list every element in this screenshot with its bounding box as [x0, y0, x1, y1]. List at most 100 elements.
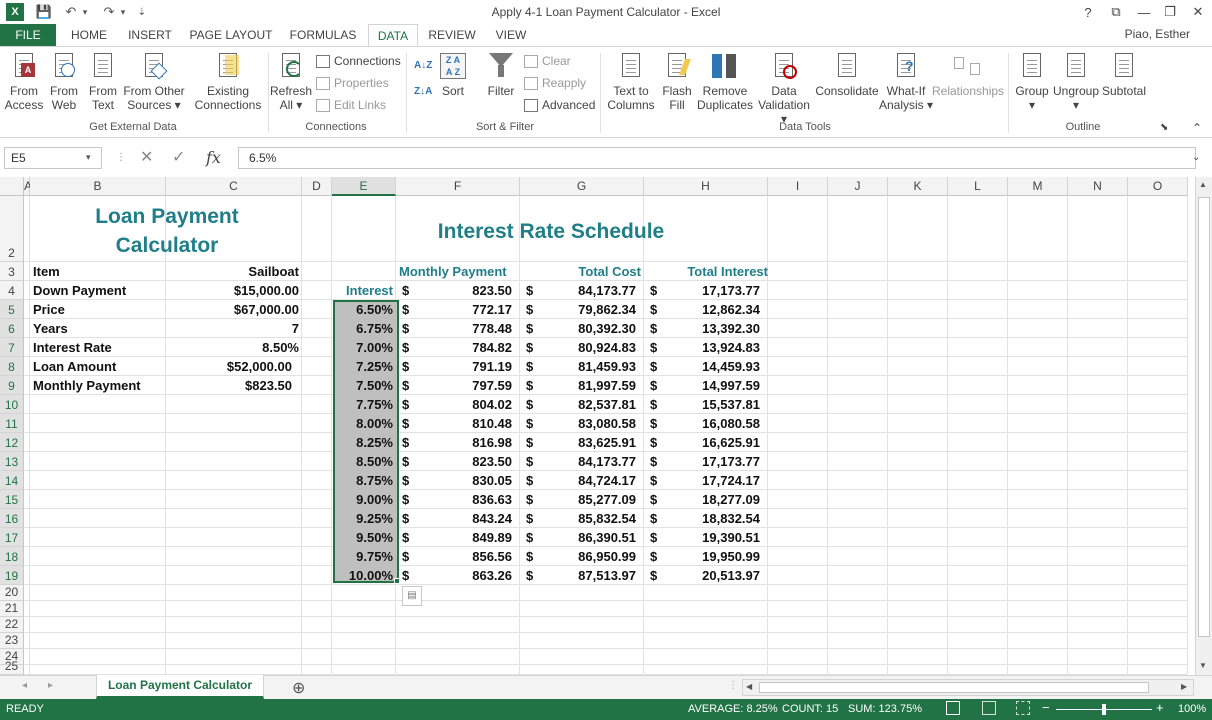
text-to-columns-button[interactable]: Text to Columns [604, 51, 658, 112]
monthly-payment-value[interactable]: 843.24 [472, 511, 512, 526]
total-interest-value[interactable]: 15,537.81 [702, 397, 760, 412]
advanced-filter-button[interactable]: Advanced [524, 96, 595, 114]
total-interest-value[interactable]: 18,277.09 [702, 492, 760, 507]
interest-rate-value[interactable]: 7.00% [356, 340, 393, 355]
zoom-slider-thumb[interactable] [1102, 704, 1106, 715]
undo-icon[interactable]: ↶ [65, 4, 77, 19]
row-header-21[interactable]: 21 [0, 601, 24, 617]
total-cost-value[interactable]: 84,173.77 [578, 283, 636, 298]
from-access-button[interactable]: A From Access [2, 51, 46, 112]
currency-symbol[interactable]: $ [650, 473, 658, 488]
total-cost-value[interactable]: 79,862.34 [578, 302, 636, 317]
column-header-j[interactable]: J [828, 177, 888, 196]
interest-rate-value[interactable]: 8.50% [356, 454, 393, 469]
monthly-payment-value[interactable]: 836.63 [472, 492, 512, 507]
currency-symbol[interactable]: $ [650, 435, 658, 450]
total-cost-value[interactable]: 85,832.54 [578, 511, 636, 526]
item-value[interactable]: 8.50% [262, 340, 299, 355]
ribbon-display-icon[interactable]: ⧉ [1111, 4, 1121, 19]
monthly-payment-value[interactable]: 791.19 [472, 359, 512, 374]
currency-symbol[interactable]: $ [526, 416, 534, 431]
currency-symbol[interactable]: $ [526, 340, 534, 355]
currency-symbol[interactable]: $ [650, 492, 658, 507]
total-cost-value[interactable]: 81,459.93 [578, 359, 636, 374]
row-header-7[interactable]: 7 [0, 338, 24, 357]
sort-z-a-button[interactable]: Z↓A [414, 86, 433, 97]
total-interest-value[interactable]: 17,724.17 [702, 473, 760, 488]
total-interest-value[interactable]: 17,173.77 [702, 283, 760, 298]
currency-symbol[interactable]: $ [650, 568, 658, 583]
row-header-19[interactable]: 19 [0, 566, 24, 585]
column-header-i[interactable]: I [768, 177, 828, 196]
currency-symbol[interactable]: $ [650, 397, 658, 412]
total-cost-value[interactable]: 84,173.77 [578, 454, 636, 469]
tab-formulas[interactable]: FORMULAS [289, 28, 357, 42]
currency-symbol[interactable]: $ [402, 435, 410, 450]
row-header-3[interactable]: 3 [0, 262, 24, 281]
row-header-23[interactable]: 23 [0, 633, 24, 649]
row-header-15[interactable]: 15 [0, 490, 24, 509]
vertical-scroll-thumb[interactable] [1198, 197, 1210, 637]
redo-dropdown-icon[interactable]: ▾ [120, 6, 126, 17]
total-cost-value[interactable]: 83,080.58 [578, 416, 636, 431]
currency-symbol[interactable]: $ [402, 340, 410, 355]
column-header-b[interactable]: B [30, 177, 166, 196]
total-interest-value[interactable]: 16,080.58 [702, 416, 760, 431]
currency-symbol[interactable]: $ [526, 511, 534, 526]
column-header-n[interactable]: N [1068, 177, 1128, 196]
close-icon[interactable]: ✕ [1192, 4, 1204, 19]
column-header-k[interactable]: K [888, 177, 948, 196]
next-sheet-icon[interactable]: ▸ [48, 680, 54, 691]
header-total-interest[interactable]: Total Interest [687, 264, 768, 279]
row-header-10[interactable]: 10 [0, 395, 24, 414]
fill-handle[interactable] [394, 578, 400, 584]
total-cost-value[interactable]: 86,390.51 [578, 530, 636, 545]
currency-symbol[interactable]: $ [650, 302, 658, 317]
total-interest-value[interactable]: 19,390.51 [702, 530, 760, 545]
tab-data[interactable]: DATA [368, 24, 418, 47]
total-interest-value[interactable]: 13,924.83 [702, 340, 760, 355]
row-header-16[interactable]: 16 [0, 509, 24, 528]
existing-connections-button[interactable]: Existing Connections [192, 51, 264, 112]
currency-symbol[interactable]: $ [402, 378, 410, 393]
scroll-left-icon[interactable]: ◀ [746, 682, 753, 691]
currency-symbol[interactable]: $ [402, 302, 410, 317]
header-monthly-payment[interactable]: Monthly Payment [399, 264, 507, 279]
column-header-c[interactable]: C [166, 177, 302, 196]
column-header-a[interactable]: A [24, 177, 32, 196]
total-interest-value[interactable]: 20,513.97 [702, 568, 760, 583]
item-label[interactable]: Years [33, 321, 68, 336]
name-box-dropdown-icon[interactable]: ▾ [86, 152, 91, 162]
scroll-down-icon[interactable]: ▼ [1199, 661, 1207, 670]
currency-symbol[interactable]: $ [402, 359, 410, 374]
currency-symbol[interactable]: $ [402, 473, 410, 488]
row-header-25[interactable]: 25 [0, 659, 24, 675]
row-header-13[interactable]: 13 [0, 452, 24, 471]
currency-symbol[interactable]: $ [650, 416, 658, 431]
currency-symbol[interactable]: $ [650, 549, 658, 564]
tab-page-layout[interactable]: PAGE LAYOUT [189, 28, 273, 42]
new-sheet-icon[interactable]: ⊕ [292, 680, 306, 697]
column-header-e[interactable]: E [332, 177, 396, 196]
save-icon[interactable]: 💾 [35, 4, 53, 19]
currency-symbol[interactable]: $ [402, 568, 410, 583]
undo-dropdown-icon[interactable]: ▾ [82, 6, 88, 17]
subtotal-button[interactable]: Subtotal [1100, 51, 1148, 98]
interest-rate-value[interactable]: 7.50% [356, 378, 393, 393]
interest-rate-value[interactable]: 7.75% [356, 397, 393, 412]
tab-review[interactable]: REVIEW [428, 28, 476, 42]
total-interest-value[interactable]: 14,459.93 [702, 359, 760, 374]
page-break-view-icon[interactable] [1016, 701, 1030, 715]
column-header-m[interactable]: M [1008, 177, 1068, 196]
currency-symbol[interactable]: $ [526, 473, 534, 488]
prev-sheet-icon[interactable]: ◂ [22, 680, 28, 691]
monthly-payment-value[interactable]: 823.50 [472, 454, 512, 469]
group-button[interactable]: Group ▾ [1012, 51, 1052, 112]
tab-home[interactable]: HOME [71, 28, 107, 42]
interest-rate-value[interactable]: 10.00% [348, 568, 393, 583]
item-value[interactable]: $67,000.00 [233, 302, 299, 317]
currency-symbol[interactable]: $ [402, 397, 410, 412]
currency-symbol[interactable]: $ [526, 321, 534, 336]
total-cost-value[interactable]: 87,513.97 [578, 568, 636, 583]
